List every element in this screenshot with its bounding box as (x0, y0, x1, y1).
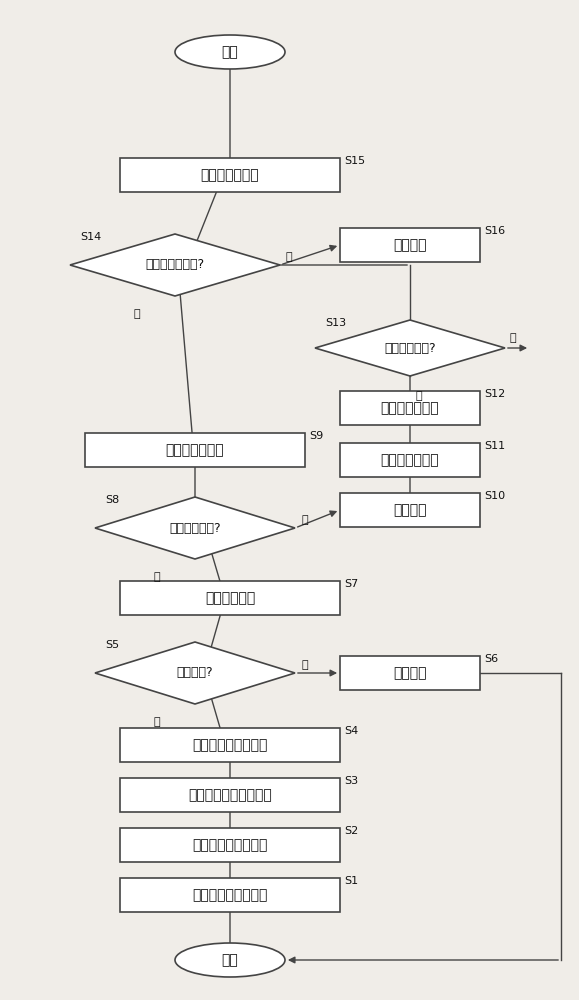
Text: 否: 否 (301, 515, 307, 525)
Text: S8: S8 (105, 495, 119, 505)
Text: 错误显示: 错误显示 (393, 238, 427, 252)
Text: 否: 否 (509, 333, 516, 343)
FancyBboxPatch shape (340, 228, 480, 262)
FancyBboxPatch shape (120, 828, 340, 862)
Text: 确保有效空间?: 确保有效空间? (384, 342, 436, 355)
Text: S10: S10 (484, 491, 505, 501)
Text: S1: S1 (344, 876, 358, 886)
Text: S5: S5 (105, 640, 119, 650)
Text: 结束: 结束 (222, 45, 239, 59)
Text: 框体信息的输入受理: 框体信息的输入受理 (192, 888, 267, 902)
Text: S6: S6 (484, 654, 498, 664)
Text: S4: S4 (344, 726, 358, 736)
Text: 是: 是 (416, 391, 423, 401)
FancyBboxPatch shape (120, 878, 340, 912)
Text: 配置图输出处理: 配置图输出处理 (201, 168, 259, 182)
Text: 错误显示: 错误显示 (393, 503, 427, 517)
Text: 是: 是 (286, 252, 292, 262)
Text: S2: S2 (344, 826, 358, 836)
Text: S15: S15 (344, 156, 365, 166)
Text: 有效空间的输入受理: 有效空间的输入受理 (192, 738, 267, 752)
FancyBboxPatch shape (340, 656, 480, 690)
FancyBboxPatch shape (120, 778, 340, 812)
FancyBboxPatch shape (340, 493, 480, 527)
FancyBboxPatch shape (340, 391, 480, 425)
Text: 可选件信息的输入受理: 可选件信息的输入受理 (188, 788, 272, 802)
Text: S12: S12 (484, 389, 505, 399)
Text: S16: S16 (484, 226, 505, 236)
Text: S11: S11 (484, 441, 505, 451)
Text: 固定件移动处理: 固定件移动处理 (380, 453, 439, 467)
Text: 设备信息的输入受理: 设备信息的输入受理 (192, 838, 267, 852)
Text: 可选件产生干扰?: 可选件产生干扰? (145, 258, 204, 271)
Text: S7: S7 (344, 579, 358, 589)
Text: 配置运算处理: 配置运算处理 (205, 591, 255, 605)
FancyBboxPatch shape (120, 581, 340, 615)
Ellipse shape (175, 943, 285, 977)
Text: S14: S14 (80, 232, 101, 242)
Text: S9: S9 (309, 431, 323, 441)
Text: 是: 是 (153, 717, 160, 727)
Text: 否: 否 (301, 660, 307, 670)
Polygon shape (95, 642, 295, 704)
Text: S3: S3 (344, 776, 358, 786)
Text: 开始: 开始 (222, 953, 239, 967)
FancyBboxPatch shape (85, 433, 305, 467)
FancyBboxPatch shape (120, 728, 340, 762)
Text: 确保有效空间?: 确保有效空间? (169, 522, 221, 534)
Text: 配置图输出处理: 配置图输出处理 (380, 401, 439, 415)
Polygon shape (95, 497, 295, 559)
Polygon shape (70, 234, 280, 296)
Text: 配置图输出处理: 配置图输出处理 (166, 443, 224, 457)
Ellipse shape (175, 35, 285, 69)
Text: 是: 是 (153, 572, 160, 582)
Text: 否: 否 (134, 309, 140, 319)
Text: S13: S13 (325, 318, 346, 328)
FancyBboxPatch shape (340, 443, 480, 477)
Polygon shape (315, 320, 505, 376)
FancyBboxPatch shape (120, 158, 340, 192)
Text: 错误显示: 错误显示 (393, 666, 427, 680)
Text: 能够搭载?: 能够搭载? (177, 666, 213, 680)
